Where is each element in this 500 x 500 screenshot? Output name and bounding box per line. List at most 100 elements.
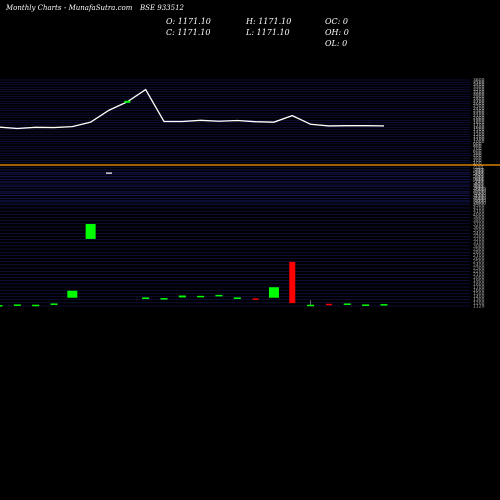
volume-tick-label: 1800: [473, 281, 485, 287]
price-tick-label: 600: [473, 148, 482, 154]
volume-tick-label: 1200: [473, 300, 485, 306]
price-line: [0, 88, 384, 130]
price-tick-label: 1900: [473, 118, 485, 124]
price-tick-label: 200: [473, 158, 482, 164]
volume-tick-label: 4700: [473, 190, 485, 196]
price-tick-label: 300: [473, 156, 482, 162]
price-tick-label: 100: [473, 160, 482, 166]
candle-bar: [142, 297, 150, 300]
price-tick-label: 3500: [473, 80, 485, 86]
candle-bar: [233, 297, 241, 300]
price-tick-label: 1600: [473, 125, 485, 131]
chart-brand: Monthly Charts: [6, 4, 62, 12]
price-tick-label: 2000: [473, 115, 485, 121]
candle-bar: [32, 304, 40, 307]
price-tick-label: 800: [473, 144, 482, 150]
volume-tick-label: 3400: [473, 231, 485, 237]
volume-tick-label: 4200: [473, 205, 485, 211]
volume-tick-label: 2100: [473, 272, 485, 278]
price-tick-label: 2900: [473, 94, 485, 100]
price-tick-label: 2400: [473, 106, 485, 112]
price-tick-label: 3200: [473, 87, 485, 93]
price-tick-label: -1600: [473, 201, 486, 207]
volume-tick-label: 1600: [473, 288, 485, 294]
volume-tick-label: 4500: [473, 196, 485, 202]
symbol-label: BSE 933512: [140, 4, 184, 12]
volume-tick-label: 5100: [473, 177, 485, 183]
price-tick-label: -700: [473, 179, 483, 185]
price-tick-label: 2500: [473, 104, 485, 110]
candle-bar: [268, 287, 279, 298]
volume-tick-label: 4000: [473, 212, 485, 218]
oc-value: OC: 0: [325, 17, 349, 26]
volume-tick-label: 5200: [473, 174, 485, 180]
volume-tick-label: 1400: [473, 294, 485, 300]
price-tick-label: 2600: [473, 101, 485, 107]
price-tick-label: 1200: [473, 134, 485, 140]
price-tick-label: 700: [473, 146, 482, 152]
price-tick-label: -1200: [473, 191, 486, 197]
volume-tick-label: 2200: [473, 269, 485, 275]
ol-value: OL: 0: [325, 39, 348, 48]
volume-tick-label: 3000: [473, 243, 485, 249]
volume-tick-label: 5400: [473, 168, 485, 174]
candle-bar: [343, 303, 351, 305]
price-tick-label: 1800: [473, 120, 485, 126]
candle-bar: [215, 294, 223, 297]
volume-tick-label: 3800: [473, 218, 485, 224]
price-tick-label: 1000: [473, 139, 485, 145]
price-tick-label: 1500: [473, 127, 485, 133]
price-tick-label: 3100: [473, 89, 485, 95]
price-tick-label: 2300: [473, 108, 485, 114]
price-tick-label: -400: [473, 172, 483, 178]
price-tick-label: -100: [473, 165, 483, 171]
oh-value: OH: 0: [325, 28, 349, 37]
volume-tick-label: 3700: [473, 221, 485, 227]
volume-tick-label: 4600: [473, 193, 485, 199]
volume-tick-label: 4800: [473, 186, 485, 192]
price-tick-label: -1000: [473, 186, 486, 192]
price-tick-label: -1100: [473, 189, 486, 195]
price-tick-label: -200: [473, 167, 483, 173]
volume-tick-label: 4400: [473, 199, 485, 205]
volume-tick-label: 4100: [473, 209, 485, 215]
candle-bar: [50, 303, 58, 305]
price-tick-label: -1500: [473, 198, 486, 204]
price-tick-label: 2100: [473, 113, 485, 119]
open-value: O: 1171.10: [166, 17, 211, 26]
price-tick-label: -1400: [473, 196, 486, 202]
candle-bar: [307, 304, 315, 307]
price-tick-label: 1400: [473, 130, 485, 136]
volume-tick-label: 2400: [473, 262, 485, 268]
volume-tick-label: 5300: [473, 171, 485, 177]
candle-bar: [0, 305, 3, 307]
candle-bar: [67, 290, 78, 298]
price-tick-label: 2800: [473, 96, 485, 102]
price-tick-label: -500: [473, 174, 483, 180]
volume-tick-label: 2700: [473, 253, 485, 259]
candle-bar: [252, 298, 259, 300]
volume-tick-label: 3600: [473, 224, 485, 230]
price-tick-label: 3000: [473, 92, 485, 98]
candle-bar: [85, 224, 96, 239]
price-tick-label: -300: [473, 170, 483, 176]
candle-bar: [362, 304, 370, 306]
price-tick-label: -900: [473, 184, 483, 190]
candle-bar: [178, 295, 186, 298]
volume-tick-label: 1129: [473, 304, 485, 310]
volume-tick-label: 3100: [473, 240, 485, 246]
price-tick-label: 900: [473, 141, 482, 147]
candle-bar: [197, 295, 205, 298]
high-value: H: 1171.10: [246, 17, 292, 26]
price-tick-label: 2700: [473, 99, 485, 105]
price-tick-label: -800: [473, 182, 483, 188]
price-tick-label: 2200: [473, 111, 485, 117]
volume-tick-label: 2800: [473, 250, 485, 256]
volume-tick-label: 2900: [473, 247, 485, 253]
volume-tick-label: 4300: [473, 202, 485, 208]
close-value: C: 1171.10: [166, 28, 211, 37]
price-tick-label: 0: [473, 163, 476, 169]
volume-tick-label: 1900: [473, 278, 485, 284]
volume-tick-label: 3900: [473, 215, 485, 221]
